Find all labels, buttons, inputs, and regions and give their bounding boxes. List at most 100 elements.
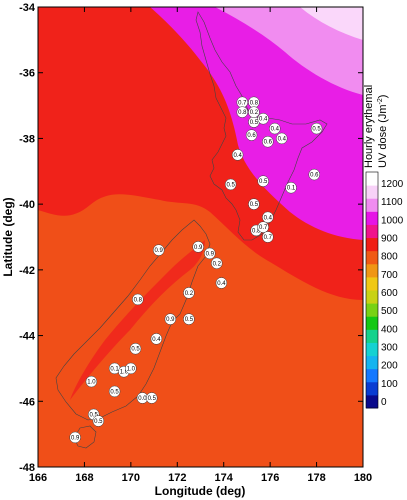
station-marker — [236, 106, 249, 118]
station-marker — [248, 198, 260, 210]
station-marker — [231, 149, 244, 161]
colorbar-title-line1: Hourly erythemal — [363, 85, 375, 168]
station-marker — [132, 293, 144, 306]
station-marker-label: 0.1 — [110, 366, 119, 372]
station-marker-label: 0.5 — [250, 120, 259, 126]
station-marker-label: 0.9 — [155, 248, 164, 254]
colorbar-tick-label: 200 — [381, 361, 398, 372]
station-marker — [129, 342, 142, 355]
station-marker — [245, 129, 258, 141]
x-tick-label: 172 — [168, 472, 186, 484]
station-marker-label: 0.5 — [227, 182, 236, 188]
colorbar-swatch — [366, 211, 378, 225]
colorbar-swatch — [366, 290, 378, 304]
station-marker-label: 0.9 — [71, 435, 80, 441]
colorbar-tick-label: 0 — [381, 397, 387, 408]
colorbar-title-end: ) — [377, 95, 389, 99]
station-marker — [310, 122, 323, 135]
station-marker-label: 1.0 — [127, 366, 136, 372]
colorbar-swatch — [366, 368, 378, 383]
colorbar-swatch — [366, 185, 378, 199]
colorbar-tick-label: 300 — [381, 343, 398, 354]
station-marker — [108, 385, 121, 398]
station-marker-label: 0.6 — [310, 173, 319, 179]
station-marker-label: 0.6 — [247, 133, 256, 139]
station-marker-label: 1.0 — [87, 380, 96, 386]
station-marker — [276, 132, 288, 145]
station-marker-label: 0.7 — [238, 100, 247, 106]
x-tick-label: 176 — [261, 472, 279, 484]
station-marker-label: 0.2 — [213, 261, 222, 267]
colorbar-swatch — [366, 303, 378, 317]
colorbar-tick-label: 1100 — [381, 197, 403, 208]
station-marker-label: 0.5 — [250, 202, 259, 208]
station-marker-label: 0.5 — [312, 127, 321, 133]
station-marker-label: 0.1 — [287, 186, 296, 192]
station-marker-label: 0.5 — [185, 317, 194, 323]
plot-frame — [37, 6, 364, 468]
station-marker-label: 0.5 — [90, 412, 99, 418]
colorbar-tick-label: 400 — [381, 324, 398, 335]
y-tick-label: -38 — [19, 133, 35, 145]
y-axis-ticks: -34 -36 -38 -40 -42 -44 -46 -48 — [19, 2, 363, 474]
station-marker-label: 0.4 — [278, 136, 287, 142]
station-marker-label: 0.8 — [238, 110, 247, 116]
station-marker-label: 0.7 — [259, 225, 268, 231]
station-marker-label: 0.9 — [194, 245, 203, 251]
station-marker-label: 0.6 — [264, 140, 273, 146]
station-marker — [257, 175, 269, 187]
colorbar-tick-label: 100 — [381, 379, 398, 390]
station-marker — [85, 375, 98, 388]
station-marker-label: 0.5 — [148, 396, 157, 402]
colorbar-title-line2-text: UV dose (Jm — [377, 104, 389, 168]
colorbar-swatch — [366, 276, 378, 291]
station-markers: 0.70.80.80.50.20.40.60.40.60.40.50.40.50… — [69, 96, 323, 444]
colorbar-swatch — [366, 342, 378, 357]
colorbar-swatch — [366, 250, 378, 265]
station-marker-label: 0.4 — [259, 117, 268, 123]
station-marker — [262, 135, 274, 148]
colorbar-swatch — [366, 394, 378, 409]
y-tick-label: -34 — [19, 2, 36, 14]
colorbar-tick-label: 900 — [381, 234, 398, 245]
station-marker — [257, 112, 269, 125]
station-marker-label: 0.5 — [131, 347, 140, 353]
y-tick-label: -42 — [19, 265, 35, 277]
x-tick-label: 180 — [354, 472, 372, 484]
map-plot-area: 0.70.80.80.50.20.40.60.40.60.40.50.40.50… — [38, 7, 363, 467]
x-axis-ticks: 166 168 170 172 174 176 178 180 — [29, 7, 372, 484]
x-tick-label: 168 — [75, 472, 93, 484]
colorbar-tick-label: 800 — [381, 252, 398, 263]
colorbar-title-line2: UV dose (Jm-2) — [377, 95, 389, 168]
station-marker-label: 0.8 — [250, 100, 259, 106]
station-marker — [257, 221, 269, 233]
colorbar-swatch — [366, 329, 378, 343]
colorbar-swatch — [366, 237, 378, 252]
colorbar: 0 100 200 300 400 500 600 700 800 900 1000 1100 1200 — [365, 171, 404, 409]
station-marker — [308, 168, 320, 181]
station-marker-label: 0.8 — [252, 228, 261, 234]
x-tick-label: 166 — [29, 472, 47, 484]
x-tick-label: 170 — [122, 472, 140, 484]
station-marker — [146, 392, 158, 404]
station-marker — [204, 247, 216, 260]
station-marker — [92, 415, 105, 427]
uv-field-top — [300, 7, 363, 40]
station-marker — [211, 257, 223, 270]
uv-field-1200-plus — [215, 7, 363, 95]
station-marker-label: 0.9 — [206, 251, 215, 257]
station-marker-label: 0.5 — [94, 419, 103, 425]
station-marker — [192, 241, 204, 253]
y-tick-label: -48 — [19, 462, 35, 474]
station-marker-label: 0.8 — [134, 297, 143, 303]
station-marker — [150, 333, 163, 345]
x-tick-label: 178 — [307, 472, 325, 484]
station-marker — [224, 178, 237, 191]
colorbar-title: Hourly erythemal UV dose (Jm-2) — [363, 85, 389, 168]
y-tick-label: -44 — [19, 331, 36, 343]
x-axis-label: Longitude (deg) — [155, 484, 246, 498]
colorbar-tick-label: 700 — [381, 270, 398, 281]
station-marker-label: 0.5 — [110, 389, 119, 395]
colorbar-swatch — [366, 224, 378, 239]
uv-field-south-island-alps — [70, 240, 205, 400]
